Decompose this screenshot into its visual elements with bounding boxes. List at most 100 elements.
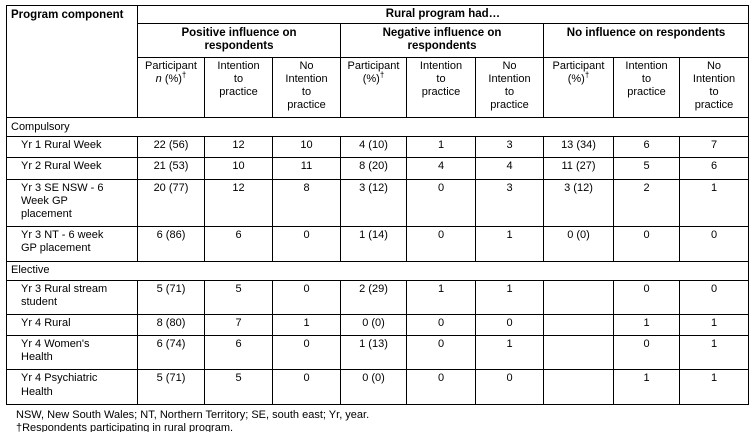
cell-value: 0 <box>406 178 476 228</box>
col-header-none-participant: Participant (%)† <box>543 57 614 119</box>
row-label: Yr 3 Rural stream student <box>6 279 138 315</box>
cell-value <box>543 369 614 405</box>
header-row-subcolumns: Participant n (%)† Intention to practice… <box>7 57 749 119</box>
cell-value: 6 <box>204 226 273 262</box>
cell-value: 1 <box>406 279 476 315</box>
cell-value <box>543 313 614 337</box>
cell-value: 0 <box>679 279 749 315</box>
cell-value: 0 <box>272 335 341 371</box>
group-header-no-influence: No influence on respondents <box>543 22 749 59</box>
banner-header: Rural program had… <box>137 5 749 24</box>
cell-value: 12 <box>204 178 273 228</box>
cell-value: 0 <box>406 335 476 371</box>
rural-program-influence-table: Program component Rural program had… Pos… <box>6 4 749 405</box>
cell-value: 1 <box>679 178 749 228</box>
table-row: Yr 1 Rural Week 22 (56) 12 10 4 (10) 1 3 13 (34… <box>6 136 749 159</box>
row-label: Yr 2 Rural Week <box>6 157 138 180</box>
cell-value: 6 <box>613 136 680 159</box>
cell-value: 8 <box>272 178 341 228</box>
cell-value: 1 <box>475 335 544 371</box>
cell-value: 0 <box>613 226 680 262</box>
cell-value: 1 <box>679 335 749 371</box>
cell-value: 22 (56) <box>137 136 205 159</box>
table-row: Yr 2 Rural Week 21 (53) 10 11 8 (20) 4 4 11 (27… <box>6 157 749 180</box>
cell-value: 1 <box>475 226 544 262</box>
cell-value: 1 <box>679 313 749 337</box>
section-row: Elective <box>6 260 749 281</box>
cell-value: 4 <box>475 157 544 180</box>
participant-label: Participant <box>145 60 197 73</box>
cell-value: 6 <box>204 335 273 371</box>
n-symbol: n <box>155 73 162 86</box>
cell-value: 8 (20) <box>340 157 407 180</box>
table-body: Compulsory Yr 1 Rural Week 22 (56) 12 10 4 (1… <box>6 117 749 405</box>
col-header-negative-intention: Intention to practice <box>406 57 476 119</box>
section-label: Compulsory <box>6 117 749 138</box>
cell-value: 6 (74) <box>137 335 205 371</box>
dagger-note: †Respondents participating in rural prog… <box>16 421 234 432</box>
group-header-positive-influence: Positive influence on respondents <box>137 22 341 59</box>
row-label: Yr 4 Rural <box>6 313 138 337</box>
cell-value: 13 (34) <box>543 136 614 159</box>
participant-label: Participant <box>552 60 605 73</box>
group-header-negative-influence: Negative influence on respondents <box>340 22 544 59</box>
participant-label: Participant <box>347 60 400 73</box>
cell-value: 10 <box>272 136 341 159</box>
table-row: Yr 4 Psychiatric Health 5 (71) 5 0 0 (0) 0 0 1 1 <box>6 369 749 405</box>
cell-value: 0 <box>613 335 680 371</box>
cell-value: 5 <box>613 157 680 180</box>
cell-value: 1 <box>475 279 544 315</box>
cell-value: 3 <box>475 136 544 159</box>
col-header-none-intention: Intention to practice <box>613 57 680 119</box>
cell-value: 2 (29) <box>340 279 407 315</box>
table-row: Yr 4 Rural 8 (80) 7 1 0 (0) 0 0 1 1 <box>6 313 749 337</box>
cell-value: 0 (0) <box>543 226 614 262</box>
cell-value: 7 <box>204 313 273 337</box>
cell-value: 5 <box>204 369 273 405</box>
cell-value: 0 <box>613 279 680 315</box>
footnotes: NSW, New South Wales; NT, Northern Terri… <box>16 409 749 432</box>
cell-value: 0 <box>679 226 749 262</box>
cell-value: 0 <box>475 313 544 337</box>
row-label: Yr 4 Women's Health <box>6 335 138 371</box>
cell-value: 0 <box>406 369 476 405</box>
cell-value: 5 (71) <box>137 369 205 405</box>
cell-value: 1 (13) <box>340 335 407 371</box>
row-label: Yr 1 Rural Week <box>6 136 138 159</box>
cell-value: 6 <box>679 157 749 180</box>
cell-value: 21 (53) <box>137 157 205 180</box>
col-header-none-no-intention: No Intention to practice <box>679 57 749 119</box>
row-label: Yr 3 SE NSW - 6 Week GP placement <box>6 178 138 228</box>
dagger-mark: † <box>379 70 385 80</box>
cell-value: 10 <box>204 157 273 180</box>
row-label: Yr 3 NT - 6 week GP placement <box>6 226 138 262</box>
cell-value: 1 <box>613 313 680 337</box>
cell-value: 0 <box>406 226 476 262</box>
table-row: Yr 3 Rural stream student 5 (71) 5 0 2 (29) 1… <box>6 279 749 315</box>
cell-value <box>543 335 614 371</box>
dagger-mark: † <box>181 70 187 80</box>
col-header-positive-no-intention: No Intention to practice <box>272 57 341 119</box>
cell-value: 5 (71) <box>137 279 205 315</box>
abbreviations-note: NSW, New South Wales; NT, Northern Terri… <box>16 408 370 421</box>
dagger-mark: † <box>584 70 590 80</box>
pct-label: (%) <box>567 73 585 86</box>
cell-value: 0 (0) <box>340 313 407 337</box>
col-header-positive-intention: Intention to practice <box>204 57 273 119</box>
cell-value: 0 <box>272 226 341 262</box>
header-row-groups: Positive influence on respondents Negati… <box>7 22 749 59</box>
cell-value: 0 (0) <box>340 369 407 405</box>
table-row: Yr 4 Women's Health 6 (74) 6 0 1 (13) 0 1 0 1 <box>6 335 749 371</box>
section-label: Elective <box>6 260 749 281</box>
cell-value: 1 <box>613 369 680 405</box>
cell-value: 0 <box>272 369 341 405</box>
cell-value: 4 (10) <box>340 136 407 159</box>
cell-value: 3 (12) <box>543 178 614 228</box>
cell-value <box>543 279 614 315</box>
cell-value: 2 <box>613 178 680 228</box>
pct-label: (%) <box>362 73 380 86</box>
cell-value: 0 <box>272 279 341 315</box>
col-header-negative-participant: Participant (%)† <box>340 57 407 119</box>
cell-value: 11 (27) <box>543 157 614 180</box>
